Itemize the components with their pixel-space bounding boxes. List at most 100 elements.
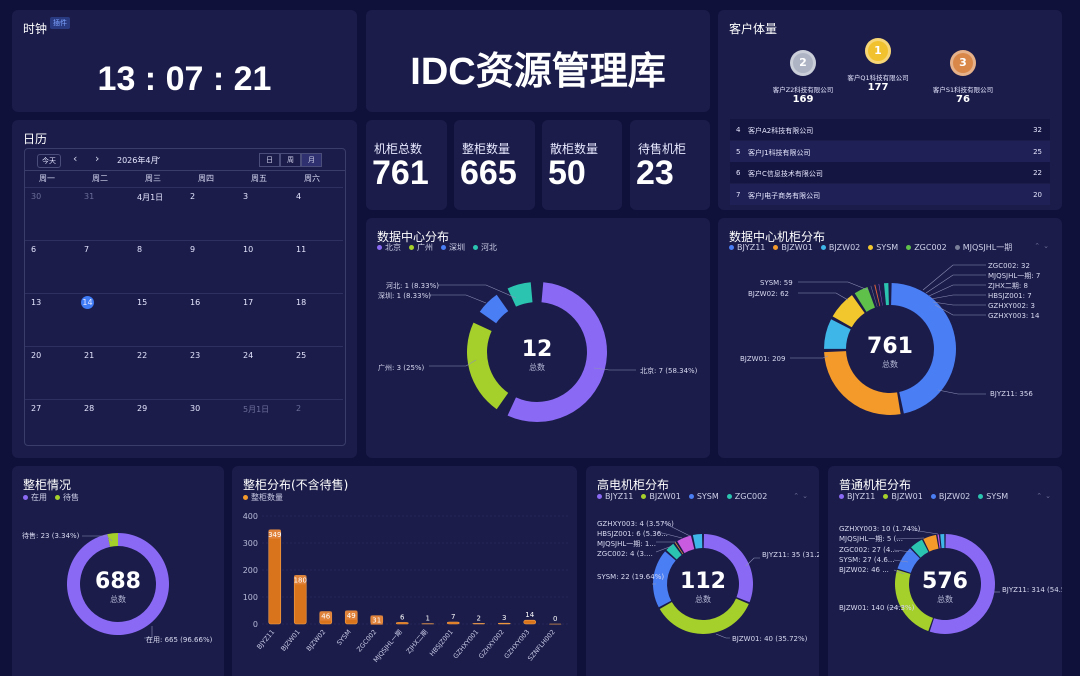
- bar[interactable]: [395, 622, 409, 625]
- donut-slice[interactable]: [940, 534, 945, 549]
- bar[interactable]: [446, 621, 460, 625]
- donut-slice[interactable]: [891, 283, 957, 414]
- bar[interactable]: [497, 622, 511, 625]
- donut-slice[interactable]: [824, 319, 851, 349]
- calendar-day[interactable]: 25: [290, 346, 343, 399]
- calendar-day[interactable]: 10: [237, 240, 290, 293]
- donut-slice[interactable]: [692, 534, 703, 549]
- bar[interactable]: [523, 619, 537, 625]
- calendar-day[interactable]: 8: [131, 240, 184, 293]
- calendar-day[interactable]: 16: [184, 293, 237, 346]
- legend-item[interactable]: 北京: [377, 242, 401, 253]
- calendar-day[interactable]: 30: [184, 399, 237, 452]
- donut-slice[interactable]: [874, 284, 881, 307]
- calendar-day[interactable]: 21: [78, 346, 131, 399]
- calendar-day[interactable]: 24: [237, 346, 290, 399]
- calendar-day[interactable]: 7: [78, 240, 131, 293]
- donut-slice[interactable]: [507, 282, 607, 422]
- donut-slice[interactable]: [923, 534, 939, 552]
- legend-item[interactable]: 广州: [409, 242, 433, 253]
- calendar-day[interactable]: 22: [131, 346, 184, 399]
- donut-slice[interactable]: [674, 542, 684, 555]
- calendar-day[interactable]: 13: [25, 293, 78, 346]
- donut-slice[interactable]: [507, 282, 533, 307]
- chevron-down-icon[interactable]: ⌄: [155, 152, 162, 161]
- donut-slice[interactable]: [107, 533, 118, 547]
- legend-item[interactable]: 河北: [473, 242, 497, 253]
- legend-item[interactable]: BJZW02: [930, 492, 970, 501]
- calendar-day[interactable]: 4: [290, 187, 343, 240]
- calendar-day[interactable]: 29: [131, 399, 184, 452]
- donut-slice[interactable]: [911, 539, 929, 558]
- legend-item[interactable]: ZGC002: [906, 242, 947, 253]
- donut-slice[interactable]: [703, 534, 753, 603]
- legend-item[interactable]: 在用: [23, 492, 47, 503]
- calendar-day[interactable]: 9: [184, 240, 237, 293]
- prev-month-button[interactable]: ‹: [73, 152, 78, 165]
- donut-slice[interactable]: [897, 548, 920, 573]
- calendar-day[interactable]: 4月1日: [131, 187, 184, 240]
- view-option[interactable]: 月: [301, 153, 322, 167]
- legend-pager-icon[interactable]: ⌃⌄: [793, 492, 811, 500]
- legend-item[interactable]: BJZW01: [641, 492, 681, 501]
- bar[interactable]: [472, 623, 486, 625]
- customer-row[interactable]: 6 客户C信息技术有限公司 22: [730, 162, 1050, 183]
- donut-slice[interactable]: [677, 535, 695, 554]
- customer-row[interactable]: 7 客户J电子商务有限公司 20: [730, 183, 1050, 205]
- calendar-day[interactable]: 11: [290, 240, 343, 293]
- calendar-day[interactable]: 28: [78, 399, 131, 452]
- calendar-day[interactable]: 2: [290, 399, 343, 452]
- legend-item[interactable]: SYSM: [978, 492, 1008, 501]
- next-month-button[interactable]: ›: [95, 152, 100, 165]
- donut-slice[interactable]: [824, 351, 901, 415]
- calendar-day[interactable]: 17: [237, 293, 290, 346]
- legend-item[interactable]: BJZW01: [883, 492, 923, 501]
- calendar-day[interactable]: 27: [25, 399, 78, 452]
- calendar-day[interactable]: 6: [25, 240, 78, 293]
- donut-slice[interactable]: [832, 295, 865, 328]
- calendar-day[interactable]: 23: [184, 346, 237, 399]
- donut-slice[interactable]: [937, 534, 941, 549]
- calendar-day[interactable]: 14: [78, 293, 131, 346]
- donut-slice[interactable]: [878, 283, 883, 306]
- view-option[interactable]: 日: [259, 153, 280, 167]
- today-button[interactable]: 今天: [37, 154, 61, 168]
- legend-item[interactable]: 整柜数量: [243, 492, 283, 503]
- legend-item[interactable]: MJQSJHL一期: [954, 242, 1012, 253]
- calendar-day[interactable]: 15: [131, 293, 184, 346]
- donut-slice[interactable]: [895, 569, 933, 632]
- donut-slice[interactable]: [479, 294, 509, 324]
- calendar-day[interactable]: 20: [25, 346, 78, 399]
- legend-item[interactable]: SYSM: [688, 492, 719, 501]
- legend-item[interactable]: 待售: [55, 492, 79, 503]
- legend-item[interactable]: ZGC002: [726, 492, 767, 501]
- legend-pager-icon[interactable]: ⌃⌄: [1034, 242, 1052, 250]
- legend-item[interactable]: BJYZ11: [839, 492, 875, 501]
- legend-item[interactable]: BJYZ11: [729, 242, 765, 253]
- legend-item[interactable]: 深圳: [441, 242, 465, 253]
- customer-row[interactable]: 5 客户J1科技有限公司 25: [730, 140, 1050, 162]
- customer-row[interactable]: 4 客户A2科技有限公司 32: [730, 119, 1050, 140]
- calendar-day[interactable]: 18: [290, 293, 343, 346]
- legend-item[interactable]: SYSM: [868, 242, 898, 253]
- calendar-day[interactable]: 3: [237, 187, 290, 240]
- donut-slice[interactable]: [854, 286, 875, 312]
- calendar-day[interactable]: 30: [25, 187, 78, 240]
- legend-item[interactable]: BJZW02: [820, 242, 860, 253]
- bar[interactable]: [268, 529, 282, 625]
- calendar-day[interactable]: 5月1日: [237, 399, 290, 452]
- legend-item[interactable]: BJZW01: [773, 242, 813, 253]
- legend-pager-icon[interactable]: ⌃⌄: [1036, 492, 1054, 500]
- donut-slice[interactable]: [666, 543, 682, 560]
- view-option[interactable]: 周: [280, 153, 301, 167]
- calendar-day[interactable]: 2: [184, 187, 237, 240]
- donut-slice[interactable]: [467, 322, 509, 410]
- legend-item[interactable]: BJYZ11: [597, 492, 633, 501]
- donut-slice[interactable]: [653, 551, 676, 608]
- donut-slice[interactable]: [883, 283, 889, 306]
- donut-slice[interactable]: [659, 598, 749, 634]
- donut-slice[interactable]: [870, 285, 878, 307]
- donut-slice[interactable]: [929, 534, 995, 634]
- month-selector[interactable]: 2026年4月: [117, 156, 159, 165]
- calendar-day[interactable]: 31: [78, 187, 131, 240]
